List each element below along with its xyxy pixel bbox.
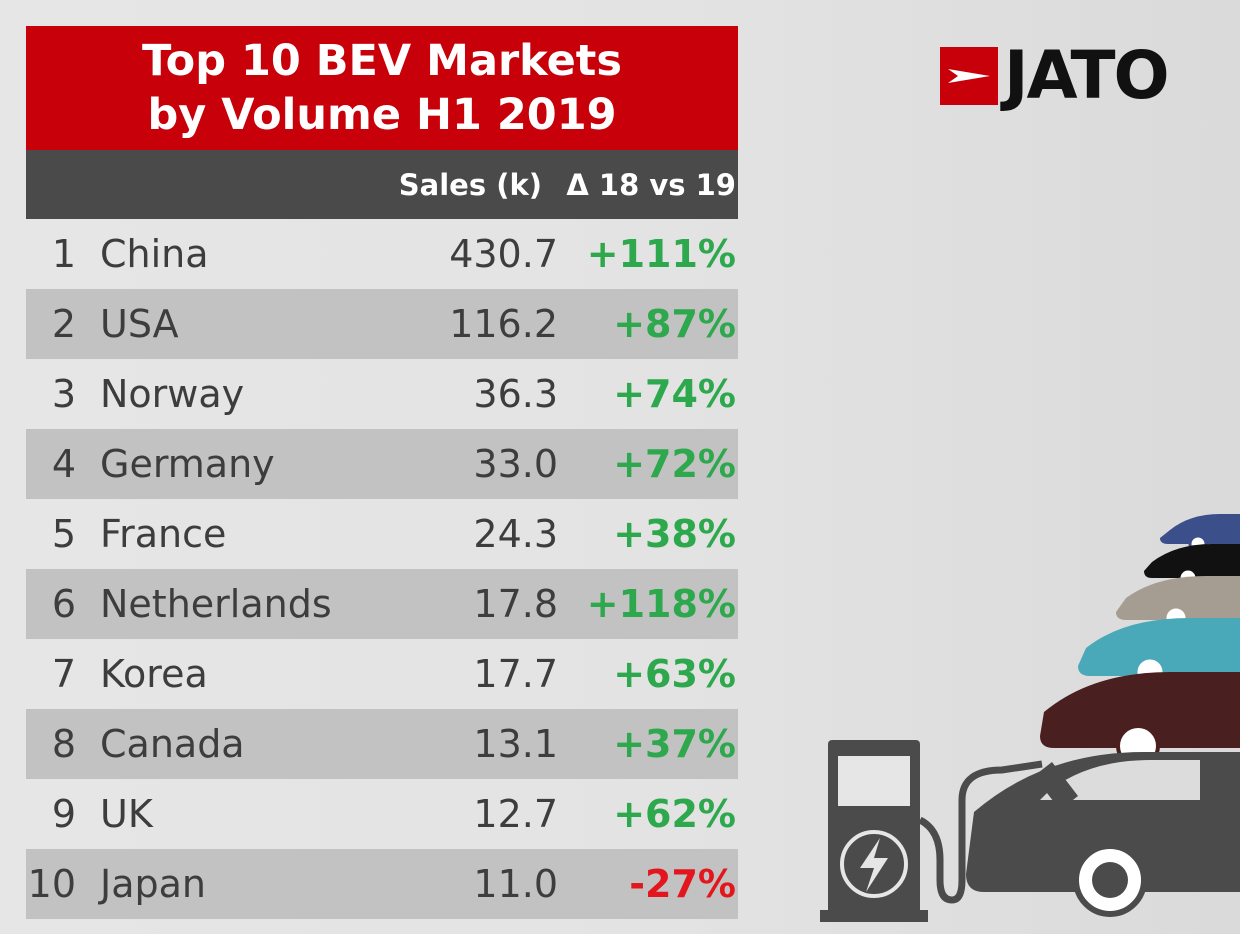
- rank-cell: 7: [51, 652, 76, 696]
- sales-cell: 24.3: [473, 512, 558, 556]
- table-title: Top 10 BEV Markets by Volume H1 2019: [26, 26, 738, 150]
- table-row: 6 Netherlands 17.8 +118%: [26, 569, 738, 639]
- rank-cell: 2: [51, 302, 76, 346]
- change-cell: +38%: [613, 512, 736, 556]
- country-cell: Norway: [100, 372, 245, 416]
- sales-cell: 17.7: [473, 652, 558, 696]
- table-row: 1 China 430.7 +111%: [26, 219, 738, 289]
- change-cell: +72%: [613, 442, 736, 486]
- column-header-row: Sales (k) Δ 18 vs 19: [26, 150, 738, 219]
- table-row: 4 Germany 33.0 +72%: [26, 429, 738, 499]
- change-cell: -27%: [629, 862, 736, 906]
- sales-table: Top 10 BEV Markets by Volume H1 2019 Sal…: [26, 26, 738, 919]
- rank-cell: 5: [51, 512, 76, 556]
- change-cell: +63%: [613, 652, 736, 696]
- jato-logo-mark-icon: [940, 47, 998, 105]
- rank-cell: 3: [51, 372, 76, 416]
- sales-cell: 11.0: [473, 862, 558, 906]
- change-cell: +111%: [586, 232, 736, 276]
- country-cell: France: [100, 512, 227, 556]
- column-header-sales: Sales (k): [398, 168, 542, 202]
- sales-cell: 116.2: [449, 302, 558, 346]
- table-row: 2 USA 116.2 +87%: [26, 289, 738, 359]
- rank-cell: 8: [51, 722, 76, 766]
- change-cell: +62%: [613, 792, 736, 836]
- sales-cell: 36.3: [473, 372, 558, 416]
- sales-cell: 33.0: [473, 442, 558, 486]
- car-stack-icon: [966, 514, 1240, 917]
- change-cell: +37%: [613, 722, 736, 766]
- change-cell: +118%: [586, 582, 736, 626]
- table-row: 10 Japan 11.0 -27%: [26, 849, 738, 919]
- table-body: 1 China 430.7 +111% 2 USA 116.2 +87% 3 Norway 36.3…: [26, 219, 738, 919]
- sales-cell: 17.8: [473, 582, 558, 626]
- sales-cell: 12.7: [473, 792, 558, 836]
- country-cell: USA: [100, 302, 179, 346]
- country-cell: UK: [100, 792, 153, 836]
- country-cell: Netherlands: [100, 582, 332, 626]
- ev-charging-illustration-icon: [820, 514, 1240, 922]
- country-cell: Germany: [100, 442, 275, 486]
- sales-cell: 430.7: [449, 232, 558, 276]
- change-cell: +87%: [613, 302, 736, 346]
- rank-cell: 4: [51, 442, 76, 486]
- table-row: 8 Canada 13.1 +37%: [26, 709, 738, 779]
- rank-cell: 9: [51, 792, 76, 836]
- country-cell: Japan: [100, 862, 206, 906]
- jato-logo-text: JATO: [1004, 37, 1170, 114]
- jato-logo: JATO: [940, 38, 1200, 114]
- sales-cell: 13.1: [473, 722, 558, 766]
- rank-cell: 1: [51, 232, 76, 276]
- change-cell: +74%: [613, 372, 736, 416]
- table-row: 3 Norway 36.3 +74%: [26, 359, 738, 429]
- table-row: 9 UK 12.7 +62%: [26, 779, 738, 849]
- table-row: 5 France 24.3 +38%: [26, 499, 738, 569]
- column-header-change: Δ 18 vs 19: [566, 168, 736, 202]
- country-cell: Canada: [100, 722, 245, 766]
- title-line-1: Top 10 BEV Markets: [142, 36, 622, 86]
- table-row: 7 Korea 17.7 +63%: [26, 639, 738, 709]
- title-line-2: by Volume H1 2019: [147, 90, 617, 140]
- rank-cell: 6: [51, 582, 76, 626]
- country-cell: Korea: [100, 652, 208, 696]
- charging-pump-icon: [820, 740, 1078, 922]
- rank-cell: 10: [27, 862, 76, 906]
- country-cell: China: [100, 232, 209, 276]
